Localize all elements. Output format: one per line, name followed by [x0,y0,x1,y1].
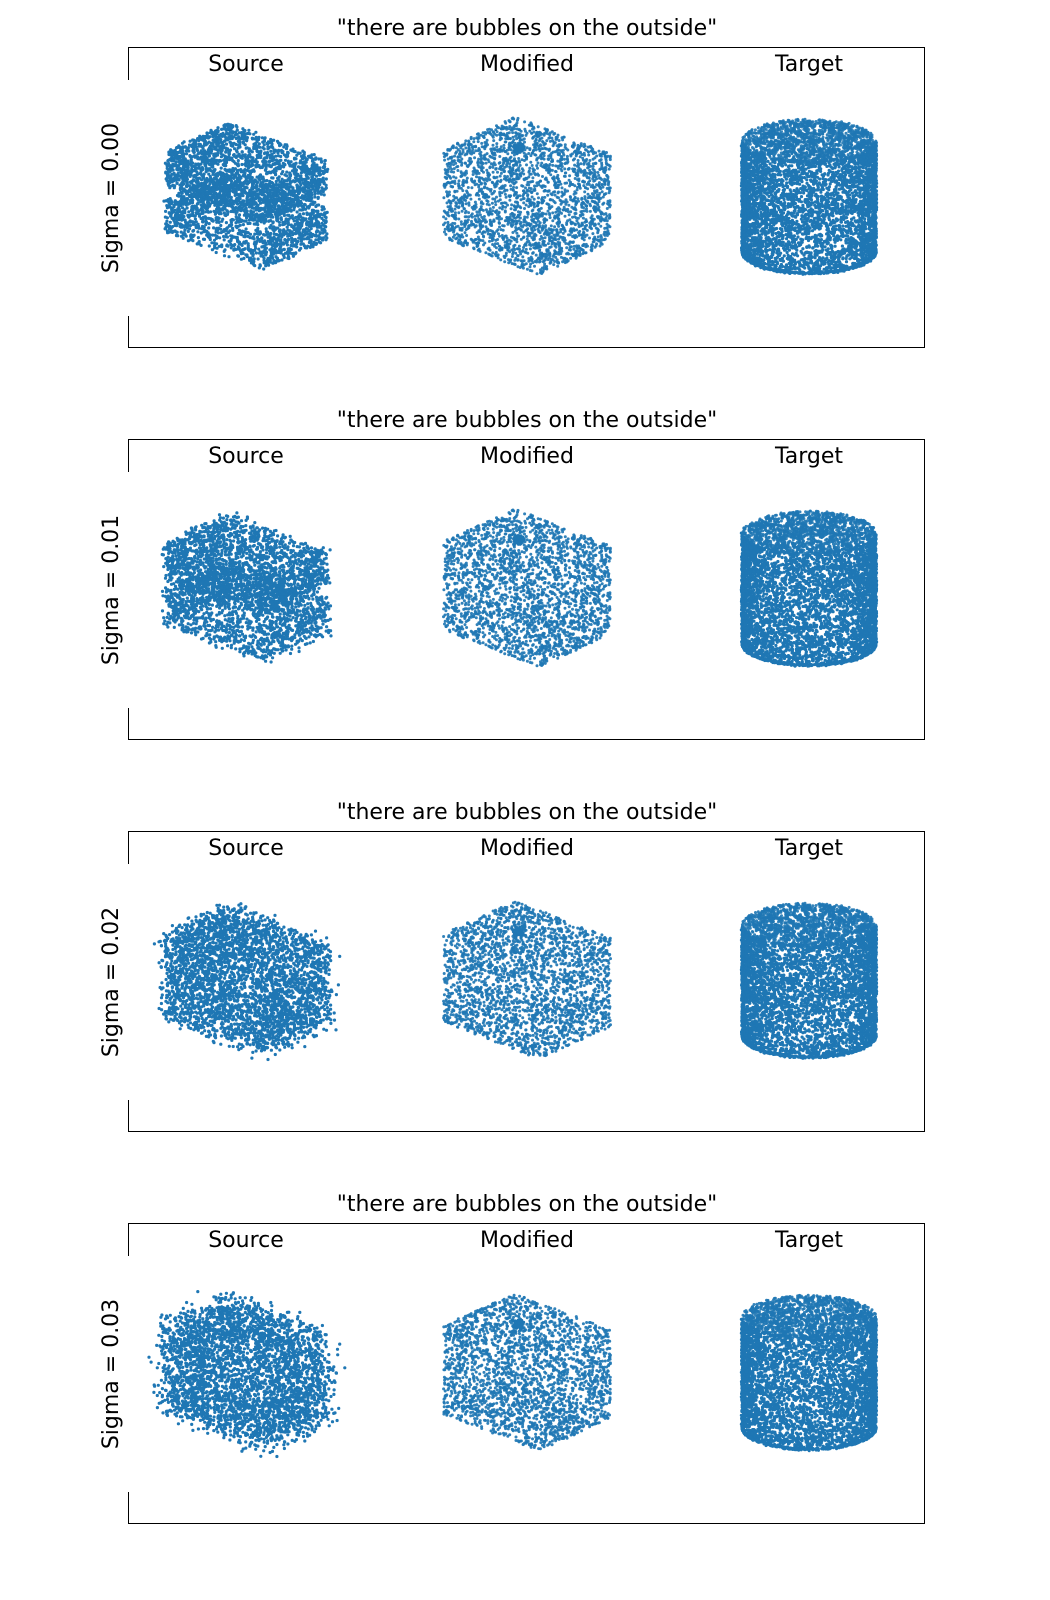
column-label-modified: Modified [427,444,627,470]
row-label-sigma: Sigma = 0.03 [99,1299,125,1449]
column-label-source: Source [146,836,346,862]
spine-gap [128,1256,130,1492]
spine-gap [128,472,130,708]
panel-plot [162,116,879,276]
column-label-target: Target [709,52,909,78]
spine-gap [128,864,130,1100]
point-cloud-source [162,122,330,271]
column-label-modified: Modified [427,836,627,862]
panel-title: "there are bubbles on the outside" [128,408,926,434]
panel-frame: Source Modified Target [128,831,925,1132]
column-label-source: Source [146,1228,346,1254]
panel-plot [152,900,879,1062]
column-label-modified: Modified [427,52,627,78]
panel-title: "there are bubbles on the outside" [128,800,926,826]
panel-title: "there are bubbles on the outside" [128,1192,926,1218]
point-cloud-target [739,1293,879,1453]
point-cloud-target [739,117,879,276]
panel-frame: Source Modified Target [128,439,925,740]
panel-plot [147,1290,879,1459]
panel-title: "there are bubbles on the outside" [128,16,926,42]
panel-plot [160,508,879,668]
row-label-sigma: Sigma = 0.02 [99,907,125,1057]
point-cloud-modified [442,900,612,1058]
panel-frame: Source Modified Target [128,47,925,348]
point-cloud-target [739,901,879,1060]
row-label-sigma: Sigma = 0.01 [99,515,125,665]
point-cloud-modified [442,1293,612,1451]
point-cloud-source [147,1290,347,1459]
point-cloud-target [739,509,879,668]
row-label-sigma: Sigma = 0.00 [99,123,125,273]
spine-gap [128,80,130,316]
column-label-source: Source [146,444,346,470]
column-label-target: Target [709,836,909,862]
column-label-target: Target [709,1228,909,1254]
panel-frame: Source Modified Target [128,1223,925,1524]
column-label-source: Source [146,52,346,78]
column-label-modified: Modified [427,1228,627,1254]
point-cloud-source [160,511,333,664]
column-label-target: Target [709,444,909,470]
point-cloud-source [152,902,342,1062]
point-cloud-modified [442,508,612,668]
point-cloud-modified [442,116,612,276]
